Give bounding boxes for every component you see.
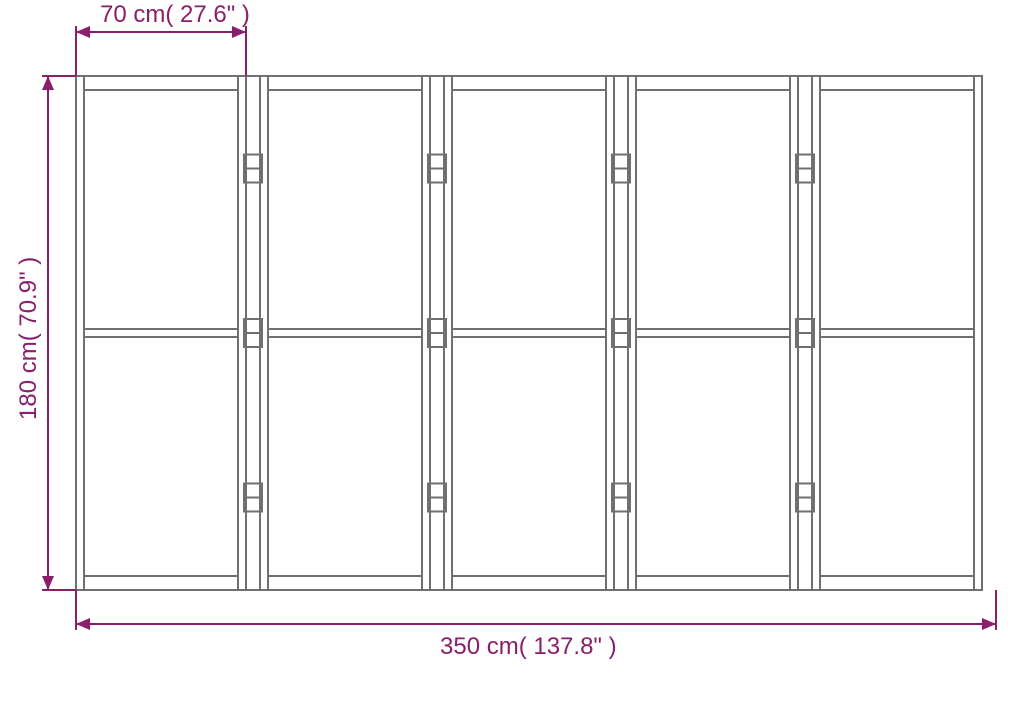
total_width-label: 350 cm( 137.8" ) <box>440 633 617 660</box>
panel-post <box>76 76 84 590</box>
dim-arrow <box>42 76 54 90</box>
diagram-svg: 70 cm( 27.6" ) 180 cm( 70.9" ) 350 cm( 137… <box>0 0 1020 713</box>
diagram-stage: 70 cm( 27.6" ) 180 cm( 70.9" ) 350 cm( 137… <box>0 0 1020 713</box>
dim-arrow <box>982 618 996 630</box>
room-divider <box>76 76 982 590</box>
panel-post <box>974 76 982 590</box>
dim-arrow <box>42 576 54 590</box>
total_height-label: 180 cm( 70.9" ) <box>15 257 42 420</box>
panel-fabric <box>452 90 606 576</box>
panel-fabric <box>820 90 974 576</box>
panel-fabric <box>268 90 422 576</box>
panel_width-label: 70 cm( 27.6" ) <box>100 1 250 28</box>
panel-fabric <box>84 90 238 576</box>
dim-arrow <box>76 26 90 38</box>
dim-arrow <box>76 618 90 630</box>
panel-fabric <box>636 90 790 576</box>
